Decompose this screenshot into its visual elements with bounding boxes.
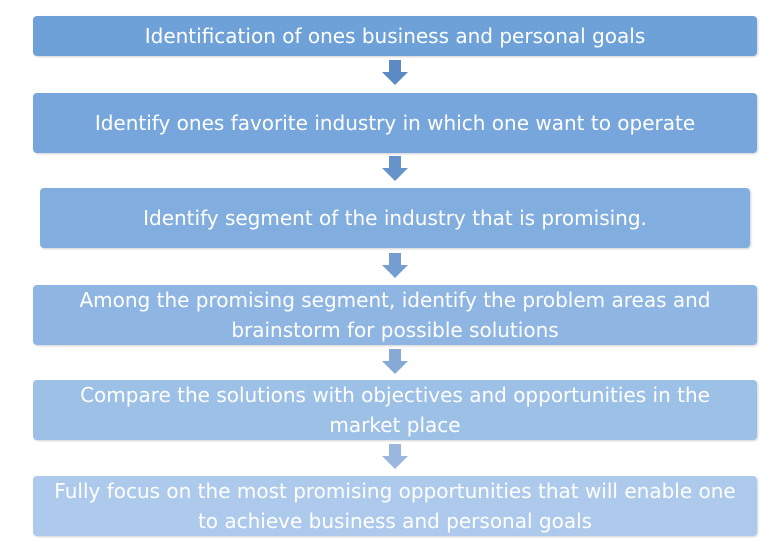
step-label: Identification of ones business and pers… xyxy=(144,24,646,48)
step-label: Compare the solutions with objectives an… xyxy=(80,383,710,437)
down-arrow-icon xyxy=(382,349,408,375)
step-box-5: Compare the solutions with objectives an… xyxy=(33,380,757,440)
step-box-1: Identification of ones business and pers… xyxy=(33,16,757,56)
step-box-3: Identify segment of the industry that is… xyxy=(40,188,750,248)
down-arrow-icon xyxy=(382,156,408,182)
step-label: Fully focus on the most promising opport… xyxy=(54,479,736,533)
down-arrow-icon xyxy=(382,60,408,86)
step-label: Identify segment of the industry that is… xyxy=(143,206,647,230)
down-arrow-icon xyxy=(382,253,408,279)
step-box-4: Among the promising segment, identify th… xyxy=(33,285,757,345)
step-label: Among the promising segment, identify th… xyxy=(79,288,711,342)
step-box-2: Identify ones favorite industry in which… xyxy=(33,93,757,153)
step-box-6: Fully focus on the most promising opport… xyxy=(33,476,757,536)
step-label: Identify ones favorite industry in which… xyxy=(94,111,696,135)
down-arrow-icon xyxy=(382,444,408,470)
